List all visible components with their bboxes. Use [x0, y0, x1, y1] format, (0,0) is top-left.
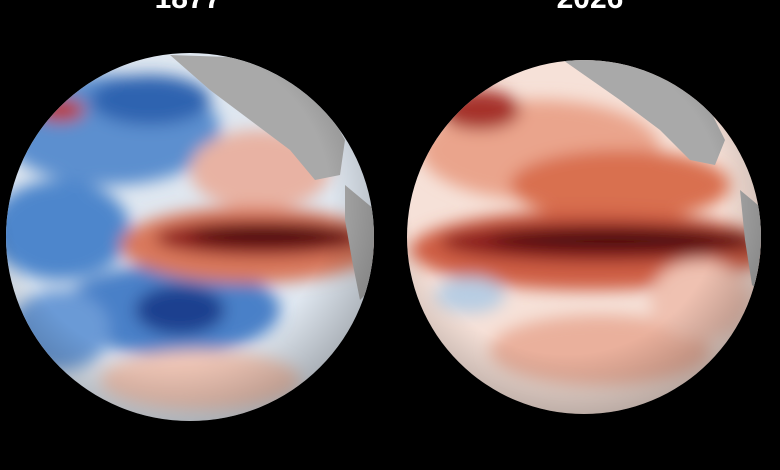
- year-label: 2026: [557, 0, 624, 15]
- globe: [6, 53, 374, 421]
- globe: [407, 60, 761, 414]
- year-label: 1877: [155, 0, 222, 15]
